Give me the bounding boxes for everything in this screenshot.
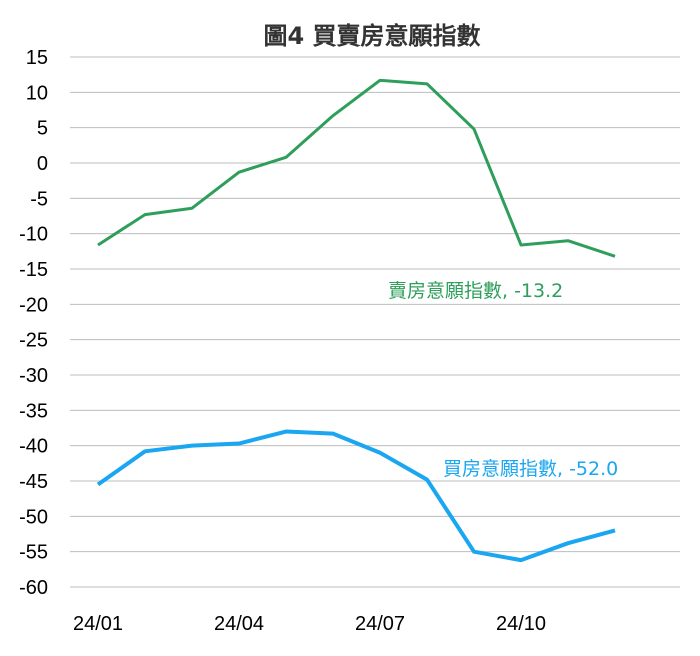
y-tick-label: -10 [19,224,48,246]
y-tick-label: -45 [19,471,48,493]
y-tick-label: -30 [19,365,48,387]
x-tick-label: 24/01 [73,613,123,635]
y-tick-label: -60 [19,577,48,599]
y-tick-label: -55 [19,542,48,564]
y-tick-label: -15 [19,259,48,281]
y-tick-label: -40 [19,436,48,458]
sell-series-line [97,78,616,258]
y-tick-label: -25 [19,330,48,352]
series-lines [96,78,616,563]
y-tick-label: -20 [19,294,48,316]
x-axis-ticks: 24/01 24/04 24/07 24/10 [73,613,546,635]
sell-series-label: 賣房意願指數, -13.2 [388,280,563,302]
x-tick-label: 24/10 [496,613,546,635]
y-axis-ticks: 15 10 5 0 -5 -10 -15 -20 -25 -30 -35 -40 -45 -50 -55 -6… [19,47,48,599]
buy-series-label: 買房意願指數, -52.0 [443,458,618,480]
y-tick-label: 5 [37,118,48,140]
x-tick-label: 24/04 [214,613,264,635]
y-tick-label: 10 [26,82,48,104]
x-tick-label: 24/07 [355,613,405,635]
y-tick-label: -5 [30,188,48,210]
y-tick-label: -50 [19,506,48,528]
y-tick-label: 15 [26,47,48,69]
y-tick-label: 0 [37,153,48,175]
gridlines [70,56,680,588]
buy-series-line [96,429,616,563]
chart-title: 圖4 買賣房意願指數 [263,22,480,50]
y-tick-label: -35 [19,400,48,422]
